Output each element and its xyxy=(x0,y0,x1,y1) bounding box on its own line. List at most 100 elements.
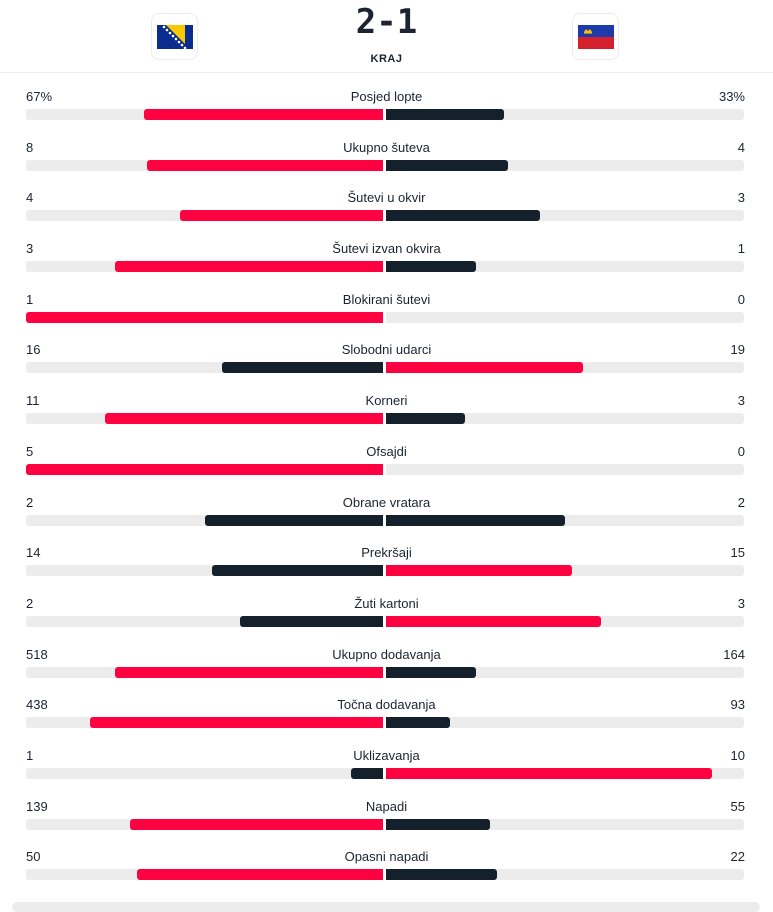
home-stat-value: 8 xyxy=(26,139,34,155)
home-stat-bar xyxy=(222,362,383,374)
away-stat-bar xyxy=(386,767,712,779)
home-stat-value: 50 xyxy=(26,849,41,865)
home-stat-bar xyxy=(240,615,383,627)
home-stat-track xyxy=(26,869,383,881)
away-stat-track xyxy=(386,159,744,171)
stat-row: 11 Korneri 3 xyxy=(0,391,773,442)
away-stat-bar xyxy=(386,413,465,425)
home-stat-track xyxy=(26,615,383,627)
stat-name: Šutevi u okvir xyxy=(347,190,426,206)
away-stat-value: 19 xyxy=(730,342,745,358)
away-team-flag[interactable] xyxy=(572,13,619,60)
match-score: 2-1 xyxy=(355,2,418,42)
stat-row: 16 Slobodni udarci 19 xyxy=(0,340,773,391)
away-stat-track xyxy=(386,463,744,475)
away-stat-bar xyxy=(386,869,497,881)
away-stat-value: 0 xyxy=(737,291,745,307)
stat-name: Šutevi izvan okvira xyxy=(332,241,441,257)
away-stat-track xyxy=(386,869,744,881)
stat-row: 2 Obrane vratara 2 xyxy=(0,493,773,544)
home-stat-value: 4 xyxy=(26,190,34,206)
home-stat-value: 438 xyxy=(26,697,48,713)
stat-row: 438 Točna dodavanja 93 xyxy=(0,695,773,746)
away-stat-track xyxy=(386,514,744,526)
home-stat-track xyxy=(26,210,383,222)
stat-row: 67% Posjed lopte 33% xyxy=(0,87,773,138)
home-stat-bar xyxy=(26,463,383,475)
home-stat-value: 11 xyxy=(26,393,40,409)
away-stat-bar xyxy=(386,362,583,374)
away-stat-value: 15 xyxy=(730,545,745,561)
away-stat-bar xyxy=(386,261,476,273)
away-stat-bar xyxy=(386,565,573,577)
away-stat-track xyxy=(386,311,744,323)
away-stat-value: 2 xyxy=(737,494,745,510)
stats-list: 67% Posjed lopte 33% 8 Ukupno šuteva 4 4 Šutevi… xyxy=(0,87,773,898)
home-stat-bar xyxy=(147,159,383,171)
home-stat-track xyxy=(26,818,383,830)
home-stat-track xyxy=(26,109,383,120)
stat-name: Točna dodavanja xyxy=(337,697,436,713)
stat-name: Žuti kartoni xyxy=(354,595,419,611)
away-stat-bar xyxy=(386,159,508,171)
home-stat-value: 2 xyxy=(26,494,34,510)
away-stat-value: 10 xyxy=(730,747,745,763)
away-stat-track xyxy=(386,615,744,627)
home-stat-value: 518 xyxy=(26,646,48,662)
stat-row: 1 Blokirani šutevi 0 xyxy=(0,290,773,341)
away-stat-value: 4 xyxy=(737,139,745,155)
stat-row: 8 Ukupno šuteva 4 xyxy=(0,138,773,189)
away-stat-bar xyxy=(386,109,505,120)
home-stat-bar xyxy=(115,666,383,678)
home-stat-bar xyxy=(115,261,383,273)
home-stat-bar xyxy=(179,210,383,222)
away-stat-bar xyxy=(386,514,565,526)
home-stat-track xyxy=(26,514,383,526)
home-stat-bar xyxy=(129,818,383,830)
stat-name: Slobodni udarci xyxy=(341,342,432,358)
home-stat-track xyxy=(26,666,383,678)
home-stat-track xyxy=(26,159,383,171)
home-stat-value: 14 xyxy=(26,545,41,561)
bosnia-herzegovina-flag-icon xyxy=(156,24,193,49)
footer-divider xyxy=(12,902,760,912)
stat-name: Uklizavanja xyxy=(353,747,420,763)
stat-row: 2 Žuti kartoni 3 xyxy=(0,594,773,645)
home-stat-track xyxy=(26,311,383,323)
stat-name: Blokirani šutevi xyxy=(342,291,431,307)
away-stat-track xyxy=(386,565,744,577)
home-stat-value: 1 xyxy=(26,291,34,307)
away-stat-bar xyxy=(386,818,490,830)
away-stat-bar xyxy=(386,210,540,222)
stat-row: 518 Ukupno dodavanja 164 xyxy=(0,645,773,696)
home-stat-track xyxy=(26,717,383,729)
away-stat-value: 1 xyxy=(737,241,745,257)
stat-name: Prekršaji xyxy=(361,545,412,561)
stat-row: 4 Šutevi u okvir 3 xyxy=(0,188,773,239)
home-stat-track xyxy=(26,767,383,779)
home-stat-value: 16 xyxy=(26,342,41,358)
home-stat-track xyxy=(26,463,383,475)
stat-name: Korneri xyxy=(365,393,408,409)
away-stat-value: 33% xyxy=(718,89,745,104)
home-stat-value: 3 xyxy=(26,241,34,257)
home-stat-value: 1 xyxy=(26,747,34,763)
stat-row: 3 Šutevi izvan okvira 1 xyxy=(0,239,773,290)
liechtenstein-flag-icon xyxy=(577,24,614,49)
home-stat-value: 5 xyxy=(26,443,34,459)
away-stat-track xyxy=(386,717,744,729)
home-stat-track xyxy=(26,565,383,577)
away-stat-track xyxy=(386,767,744,779)
home-team-flag[interactable] xyxy=(151,13,198,60)
home-stat-track xyxy=(26,362,383,374)
away-stat-track xyxy=(386,109,744,120)
home-stat-track xyxy=(26,261,383,273)
stat-row: 1 Uklizavanja 10 xyxy=(0,746,773,797)
home-stat-bar xyxy=(136,869,383,881)
home-stat-bar xyxy=(104,413,383,425)
away-stat-value: 93 xyxy=(730,697,745,713)
stat-row: 14 Prekršaji 15 xyxy=(0,543,773,594)
home-stat-bar xyxy=(90,717,383,729)
away-stat-bar xyxy=(386,615,601,627)
away-stat-value: 3 xyxy=(737,393,745,409)
